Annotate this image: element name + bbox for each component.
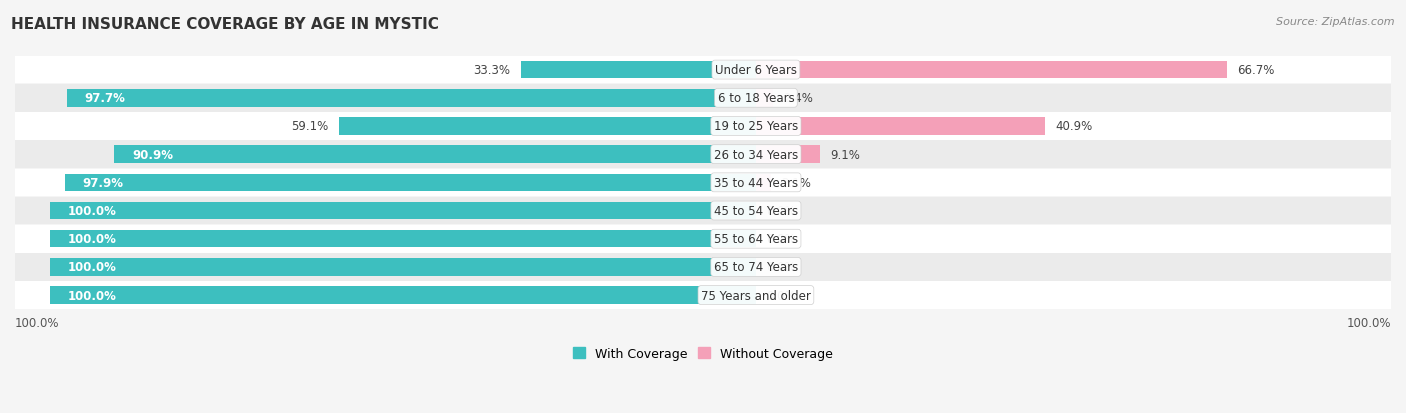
Legend: With Coverage, Without Coverage: With Coverage, Without Coverage	[568, 342, 838, 365]
Text: 45 to 54 Years: 45 to 54 Years	[714, 204, 799, 218]
Text: Source: ZipAtlas.com: Source: ZipAtlas.com	[1277, 17, 1395, 26]
Bar	[15, 57, 1406, 84]
Bar	[51, 202, 756, 220]
Bar	[15, 225, 1406, 253]
Text: 97.9%: 97.9%	[83, 176, 124, 190]
Text: 6 to 18 Years: 6 to 18 Years	[717, 92, 794, 105]
Bar	[51, 259, 756, 276]
Bar	[15, 254, 1406, 281]
Text: 100.0%: 100.0%	[67, 289, 117, 302]
Text: 65 to 74 Years: 65 to 74 Years	[714, 261, 799, 274]
Bar	[15, 85, 1406, 112]
Text: Under 6 Years: Under 6 Years	[714, 64, 797, 77]
Text: 66.7%: 66.7%	[1237, 64, 1275, 77]
Text: 26 to 34 Years: 26 to 34 Years	[714, 148, 799, 161]
Text: 19 to 25 Years: 19 to 25 Years	[714, 120, 799, 133]
Bar	[66, 90, 756, 107]
Bar	[756, 118, 1045, 135]
Text: 100.0%: 100.0%	[67, 261, 117, 274]
Bar	[756, 146, 820, 164]
Bar	[51, 287, 756, 304]
Bar	[756, 62, 1226, 79]
Text: 97.7%: 97.7%	[84, 92, 125, 105]
Bar	[51, 230, 756, 248]
Text: 90.9%: 90.9%	[132, 148, 173, 161]
Bar	[756, 90, 773, 107]
Text: 0.0%: 0.0%	[766, 204, 796, 218]
Text: 2.4%: 2.4%	[783, 92, 813, 105]
Text: 0.0%: 0.0%	[766, 233, 796, 246]
Text: 100.0%: 100.0%	[15, 316, 59, 330]
Text: 0.0%: 0.0%	[766, 289, 796, 302]
Text: HEALTH INSURANCE COVERAGE BY AGE IN MYSTIC: HEALTH INSURANCE COVERAGE BY AGE IN MYST…	[11, 17, 439, 31]
Bar	[522, 62, 756, 79]
Text: 100.0%: 100.0%	[67, 204, 117, 218]
Text: 55 to 64 Years: 55 to 64 Years	[714, 233, 799, 246]
Bar	[756, 174, 770, 192]
Bar	[114, 146, 756, 164]
Text: 35 to 44 Years: 35 to 44 Years	[714, 176, 799, 190]
Bar	[15, 197, 1406, 225]
Text: 75 Years and older: 75 Years and older	[702, 289, 811, 302]
Text: 2.1%: 2.1%	[782, 176, 811, 190]
Bar	[339, 118, 756, 135]
Bar	[15, 282, 1406, 309]
Text: 40.9%: 40.9%	[1054, 120, 1092, 133]
Bar	[15, 141, 1406, 169]
Bar	[15, 169, 1406, 197]
Text: 0.0%: 0.0%	[766, 261, 796, 274]
Text: 100.0%: 100.0%	[1347, 316, 1391, 330]
Text: 100.0%: 100.0%	[67, 233, 117, 246]
Text: 9.1%: 9.1%	[831, 148, 860, 161]
Bar	[15, 113, 1406, 140]
Text: 59.1%: 59.1%	[291, 120, 329, 133]
Text: 33.3%: 33.3%	[474, 64, 510, 77]
Bar	[65, 174, 756, 192]
